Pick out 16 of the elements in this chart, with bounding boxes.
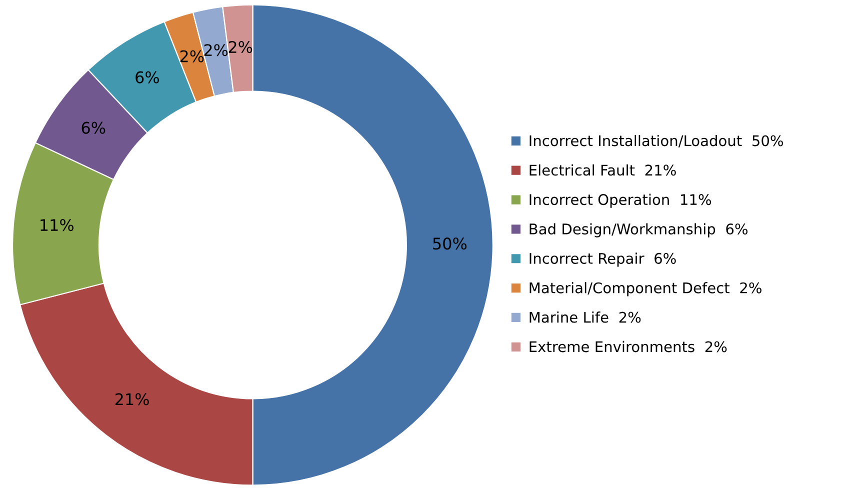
legend-label: Material/Component Defect 2%: [530, 282, 762, 296]
legend-label: Electrical Fault 21%: [530, 164, 676, 176]
data-label: 2%: [204, 44, 228, 56]
legend-label: Extreme Environments 2%: [530, 340, 727, 352]
data-label: 6%: [136, 71, 159, 84]
data-label: 6%: [82, 122, 106, 134]
legend-label: Incorrect Installation/Loadout 50%: [530, 134, 784, 148]
data-label: 50%: [433, 238, 467, 250]
legend-label: Bad Design/Workmanship 6%: [530, 223, 748, 238]
legend-label: Incorrect Repair 6%: [530, 252, 676, 267]
legend-label: Marine Life 2%: [530, 312, 641, 323]
data-label: 2%: [228, 40, 252, 54]
legend-label: Incorrect Operation 11%: [530, 194, 712, 208]
data-label: 2%: [180, 50, 204, 62]
data-label: 21%: [115, 393, 149, 406]
data-label: 11%: [40, 219, 74, 232]
